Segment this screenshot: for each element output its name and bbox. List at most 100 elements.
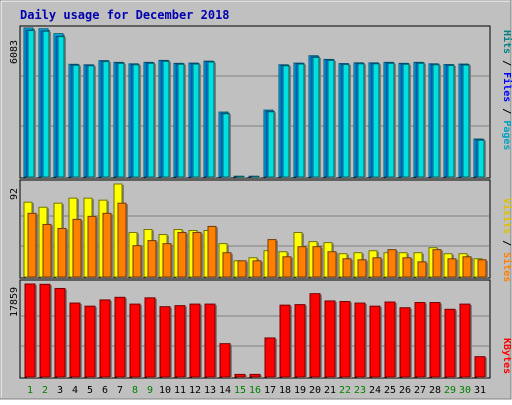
kbytes-bar-7 (115, 297, 125, 377)
day-label-12: 12 (189, 385, 201, 396)
pages-bar-12 (193, 64, 199, 177)
kbytes-bar-30 (460, 304, 470, 377)
pages-bar-21 (328, 60, 334, 177)
kbytes-bar-1 (25, 284, 35, 377)
kbytes-bar-16 (250, 374, 260, 377)
kbytes-bar-5 (85, 306, 95, 377)
sites-bar-24 (373, 258, 381, 277)
day-label-9: 9 (147, 385, 153, 396)
sites-bar-7 (118, 203, 126, 277)
day-label-17: 17 (264, 385, 276, 396)
pages-bar-2 (43, 31, 49, 177)
hits-max-label: 6083 (9, 40, 20, 64)
kbytes-bar-31 (475, 357, 485, 377)
day-label-2: 2 (42, 385, 48, 396)
day-label-30: 30 (459, 385, 471, 396)
pages-bar-10 (163, 61, 169, 177)
sites-bar-1 (28, 213, 36, 277)
pages-bar-19 (298, 64, 304, 177)
pages-bar-20 (313, 57, 319, 177)
kbytes-bar-14 (220, 344, 230, 377)
kbytes-bar-26 (400, 308, 410, 377)
pages-bar-30 (463, 65, 469, 177)
kbytes-bar-12 (190, 304, 200, 377)
sites-bar-10 (163, 244, 171, 277)
day-label-15: 15 (234, 385, 246, 396)
hits-legend: Hits / Files / Pages (501, 30, 512, 150)
sites-bar-13 (208, 226, 216, 277)
day-label-16: 16 (249, 385, 261, 396)
kbytes-bar-29 (445, 309, 455, 377)
day-label-23: 23 (354, 385, 366, 396)
sites-bar-23 (358, 260, 366, 277)
kbytes-bar-19 (295, 305, 305, 377)
kbytes-bar-27 (415, 303, 425, 377)
pages-bar-17 (268, 112, 274, 177)
sites-bar-25 (388, 250, 396, 277)
day-label-31: 31 (474, 385, 486, 396)
pages-bar-3 (58, 37, 64, 177)
pages-bar-14 (223, 114, 229, 177)
day-label-24: 24 (369, 385, 381, 396)
kbytes-bar-10 (160, 307, 170, 377)
sites-bar-16 (253, 261, 261, 277)
day-label-20: 20 (309, 385, 321, 396)
kbytes-bar-13 (205, 304, 215, 377)
day-label-26: 26 (399, 385, 411, 396)
kbytes-bar-11 (175, 306, 185, 377)
visits-legend: Visits / Sites (501, 198, 512, 282)
kbytes-bar-28 (430, 303, 440, 377)
day-label-4: 4 (72, 385, 78, 396)
kbytes-bar-25 (385, 302, 395, 377)
pages-bar-26 (403, 64, 409, 177)
day-label-11: 11 (174, 385, 186, 396)
day-label-5: 5 (87, 385, 93, 396)
day-label-19: 19 (294, 385, 306, 396)
sites-bar-22 (343, 259, 351, 277)
legend-sites: Sites (501, 252, 512, 282)
day-label-14: 14 (219, 385, 231, 396)
day-label-21: 21 (324, 385, 336, 396)
sites-bar-31 (478, 260, 486, 277)
pages-bar-27 (418, 63, 424, 177)
day-label-18: 18 (279, 385, 291, 396)
legend-kbytes: KBytes (501, 338, 512, 374)
sites-bar-5 (88, 216, 96, 277)
kbytes-bar-24 (370, 306, 380, 377)
sites-bar-28 (433, 250, 441, 277)
sites-bar-8 (133, 246, 141, 277)
day-label-3: 3 (57, 385, 63, 396)
pages-bar-7 (118, 63, 124, 177)
day-label-25: 25 (384, 385, 396, 396)
kbytes-bar-2 (40, 284, 50, 377)
sites-bar-30 (463, 257, 471, 277)
legend-files: Files (501, 72, 512, 102)
day-label-1: 1 (27, 385, 33, 396)
pages-bar-5 (88, 66, 94, 177)
legend-sep-1: / (501, 54, 512, 72)
kbytes-bar-23 (355, 303, 365, 377)
sites-bar-29 (448, 259, 456, 277)
sites-bar-15 (238, 261, 246, 277)
kbytes-bar-18 (280, 305, 290, 377)
sites-bar-3 (58, 228, 66, 277)
pages-bar-1 (28, 31, 34, 177)
kbytes-bar-22 (340, 301, 350, 377)
sites-bar-17 (268, 240, 276, 277)
sites-bar-18 (283, 257, 291, 277)
sites-bar-19 (298, 247, 306, 277)
pages-bar-18 (283, 66, 289, 177)
legend-sep-2: / (501, 102, 512, 120)
sites-bar-27 (418, 262, 426, 277)
sites-bar-6 (103, 213, 111, 277)
kbytes-bar-3 (55, 288, 65, 377)
legend-visits: Visits (501, 198, 512, 234)
pages-bar-23 (358, 64, 364, 177)
pages-bar-4 (73, 65, 79, 177)
day-label-27: 27 (414, 385, 426, 396)
kbytes-bar-17 (265, 338, 275, 377)
kbytes-bar-6 (100, 300, 110, 377)
legend-pages: Pages (501, 120, 512, 150)
sites-bar-20 (313, 247, 321, 277)
